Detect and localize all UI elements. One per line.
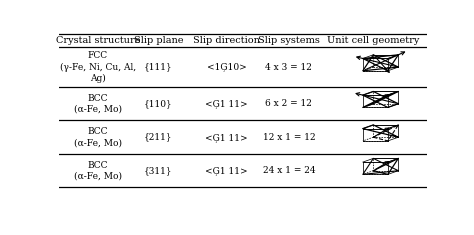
Text: <Ģ1 11>: <Ģ1 11> (205, 133, 248, 142)
Text: BCC
(α-Fe, Mo): BCC (α-Fe, Mo) (74, 161, 122, 181)
Text: FCC
(γ-Fe, Ni, Cu, Al,
Ag): FCC (γ-Fe, Ni, Cu, Al, Ag) (60, 51, 136, 83)
Text: {110}: {110} (144, 99, 173, 108)
Text: Slip plane: Slip plane (134, 36, 183, 45)
Text: <Ģ1 11>: <Ģ1 11> (205, 166, 248, 175)
Text: {211}: {211} (144, 133, 173, 142)
Text: Slip direction: Slip direction (193, 36, 260, 45)
Text: Crystal structure: Crystal structure (55, 36, 140, 45)
Text: BCC
(α-Fe, Mo): BCC (α-Fe, Mo) (74, 94, 122, 114)
Text: 24 x 1 = 24: 24 x 1 = 24 (263, 166, 315, 175)
Text: Slip systems: Slip systems (258, 36, 320, 45)
Text: Unit cell geometry: Unit cell geometry (327, 36, 419, 45)
Text: <Ģ1 11>: <Ģ1 11> (205, 99, 248, 108)
Text: {111}: {111} (144, 63, 173, 72)
Text: BCC
(α-Fe, Mo): BCC (α-Fe, Mo) (74, 127, 122, 147)
Text: 6 x 2 = 12: 6 x 2 = 12 (265, 99, 312, 108)
Text: {311}: {311} (144, 166, 173, 175)
Text: 4 x 3 = 12: 4 x 3 = 12 (265, 63, 312, 72)
Text: 12 x 1 = 12: 12 x 1 = 12 (263, 133, 315, 142)
Text: <1Ģ10>: <1Ģ10> (207, 63, 246, 72)
